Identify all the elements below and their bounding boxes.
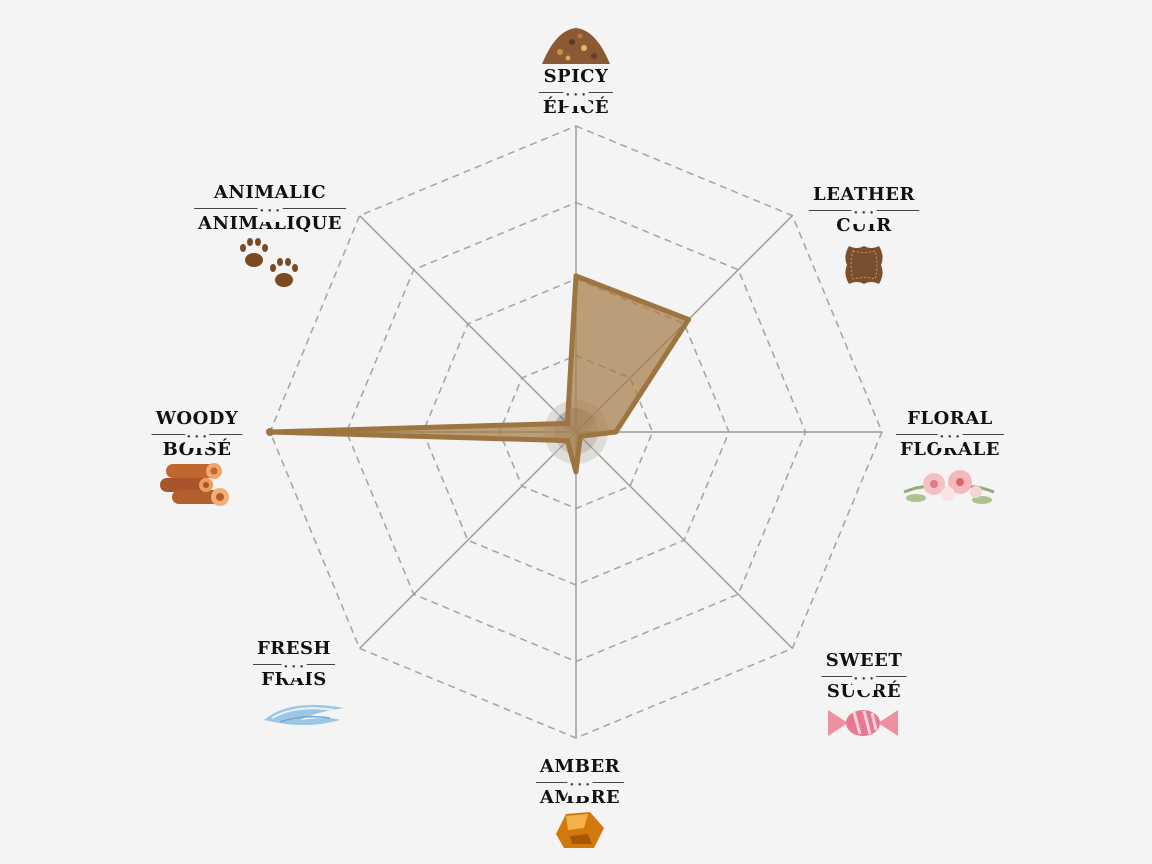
axis-label-animalic: ANIMALICANIMALIQUE — [194, 182, 346, 235]
axis-line-sweet — [575, 431, 793, 649]
axis-label-floral: FLORALFLORALE — [896, 408, 1004, 461]
axis-label-sweet: SWEETSUCRÉ — [821, 650, 907, 703]
axis-label-leather: LEATHERCUIR — [809, 184, 919, 237]
data-point-spicy — [573, 273, 579, 279]
candy-icon — [828, 710, 898, 736]
paw-prints-icon — [240, 238, 298, 287]
data-point-floral — [613, 429, 619, 435]
leather-hide-icon — [845, 246, 883, 284]
axis-line-fresh — [359, 431, 577, 649]
axis-label-spicy: SPICYÉPICÉ — [538, 66, 613, 119]
amber-stone-icon — [556, 812, 604, 848]
spice-pile-icon — [542, 28, 610, 64]
data-area — [267, 273, 692, 475]
data-point-woody — [266, 428, 274, 436]
wood-logs-icon — [160, 463, 229, 506]
axis-label-amber: AMBERAMBRE — [535, 756, 624, 809]
data-point-amber — [573, 469, 579, 475]
data-point-fresh — [564, 438, 570, 444]
data-area-layer — [266, 273, 692, 475]
data-point-sweet — [577, 433, 583, 439]
axis-line-animalic — [359, 215, 577, 433]
wind-splash-icon — [264, 704, 344, 725]
flower-bouquet-icon — [903, 470, 995, 504]
axis-label-fresh: FRESHFRAIS — [253, 638, 335, 691]
data-point-animalic — [564, 420, 570, 426]
data-point-leather — [686, 316, 692, 322]
axis-label-woody: WOODYBOISÉ — [151, 408, 243, 461]
